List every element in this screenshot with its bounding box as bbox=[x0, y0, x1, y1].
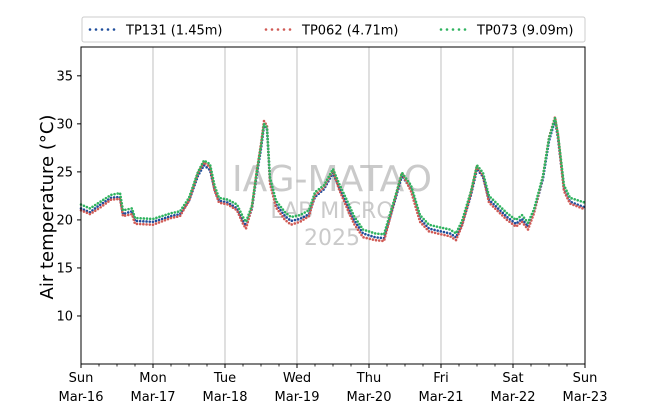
legend-box bbox=[81, 16, 586, 43]
y-axis: 10 15 20 25 30 35 bbox=[56, 69, 81, 324]
x-grid bbox=[152, 47, 514, 364]
legend-label: TP062 (4.71m) bbox=[301, 24, 398, 39]
x-tick-day: Wed bbox=[283, 371, 311, 386]
legend: TP131 (1.45m) TP062 (4.71m) TP073 (9.09m) bbox=[81, 16, 586, 43]
x-tick-date: Mar-23 bbox=[563, 390, 608, 405]
series-line-2 bbox=[79, 116, 587, 243]
legend-label: TP073 (9.09m) bbox=[476, 24, 573, 39]
x-tick-date: Mar-19 bbox=[275, 390, 320, 405]
x-tick-date: Mar-18 bbox=[203, 390, 248, 405]
y-tick-label: 35 bbox=[56, 69, 73, 84]
x-tick-day: Sun bbox=[573, 371, 598, 386]
x-tick-day: Fri bbox=[433, 371, 449, 386]
y-axis-label: Air temperature (°C) bbox=[37, 115, 58, 300]
y-tick-label: 15 bbox=[56, 261, 73, 276]
x-tick-date: Mar-17 bbox=[131, 390, 176, 405]
y-tick-label: 20 bbox=[56, 213, 73, 228]
watermark-text: IAG-MATAO bbox=[232, 159, 432, 200]
x-tick-day: Sat bbox=[502, 371, 523, 386]
legend-label: TP131 (1.45m) bbox=[125, 24, 222, 39]
x-tick-day: Sun bbox=[69, 371, 94, 386]
x-tick-date: Mar-22 bbox=[491, 390, 536, 405]
x-tick-day: Mon bbox=[139, 371, 166, 386]
x-tick-date: Mar-16 bbox=[59, 390, 104, 405]
x-tick-day: Tue bbox=[213, 371, 236, 386]
x-tick-date: Mar-20 bbox=[347, 390, 392, 405]
series-line-3 bbox=[79, 117, 587, 236]
series-line-1 bbox=[79, 119, 587, 240]
y-tick-label: 30 bbox=[56, 117, 73, 132]
watermark-text: LAB MICRO bbox=[270, 199, 393, 224]
y-tick-label: 25 bbox=[56, 165, 73, 180]
series-group bbox=[79, 116, 587, 243]
watermark-text: 2025 bbox=[304, 226, 360, 251]
x-tick-day: Thu bbox=[356, 371, 381, 386]
y-tick-label: 10 bbox=[56, 309, 73, 324]
x-tick-date: Mar-21 bbox=[419, 390, 464, 405]
x-axis: Sun Mar-16 Mon Mar-17 Tue Mar-18 Wed Mar-19 Thu M… bbox=[59, 364, 608, 405]
